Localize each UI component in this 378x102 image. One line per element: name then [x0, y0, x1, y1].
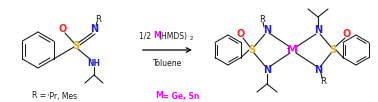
Text: 1/2: 1/2 — [139, 32, 153, 40]
Text: N: N — [263, 25, 271, 35]
Text: S: S — [330, 45, 336, 55]
Text: R: R — [95, 14, 101, 23]
Text: ··: ·· — [286, 46, 290, 52]
Text: O: O — [59, 24, 67, 34]
Text: N: N — [314, 65, 322, 75]
Text: M: M — [153, 32, 161, 40]
Text: Toluene: Toluene — [153, 59, 182, 69]
Text: O: O — [343, 29, 351, 39]
Text: 2: 2 — [189, 35, 193, 40]
Text: = Ge, Sn: = Ge, Sn — [160, 91, 199, 100]
Text: M: M — [288, 45, 299, 55]
Text: O: O — [237, 29, 245, 39]
Text: N: N — [314, 25, 322, 35]
Text: NH: NH — [87, 59, 101, 68]
Text: N: N — [263, 65, 271, 75]
Text: R: R — [320, 76, 326, 85]
Text: N: N — [90, 24, 98, 34]
Text: R: R — [259, 14, 265, 23]
Text: ⁱPr, Mes: ⁱPr, Mes — [48, 91, 77, 100]
Text: R =: R = — [31, 91, 48, 100]
Text: S: S — [248, 45, 256, 55]
Text: S: S — [73, 41, 79, 51]
Text: M: M — [155, 91, 163, 100]
Text: (HMDS): (HMDS) — [158, 32, 187, 40]
